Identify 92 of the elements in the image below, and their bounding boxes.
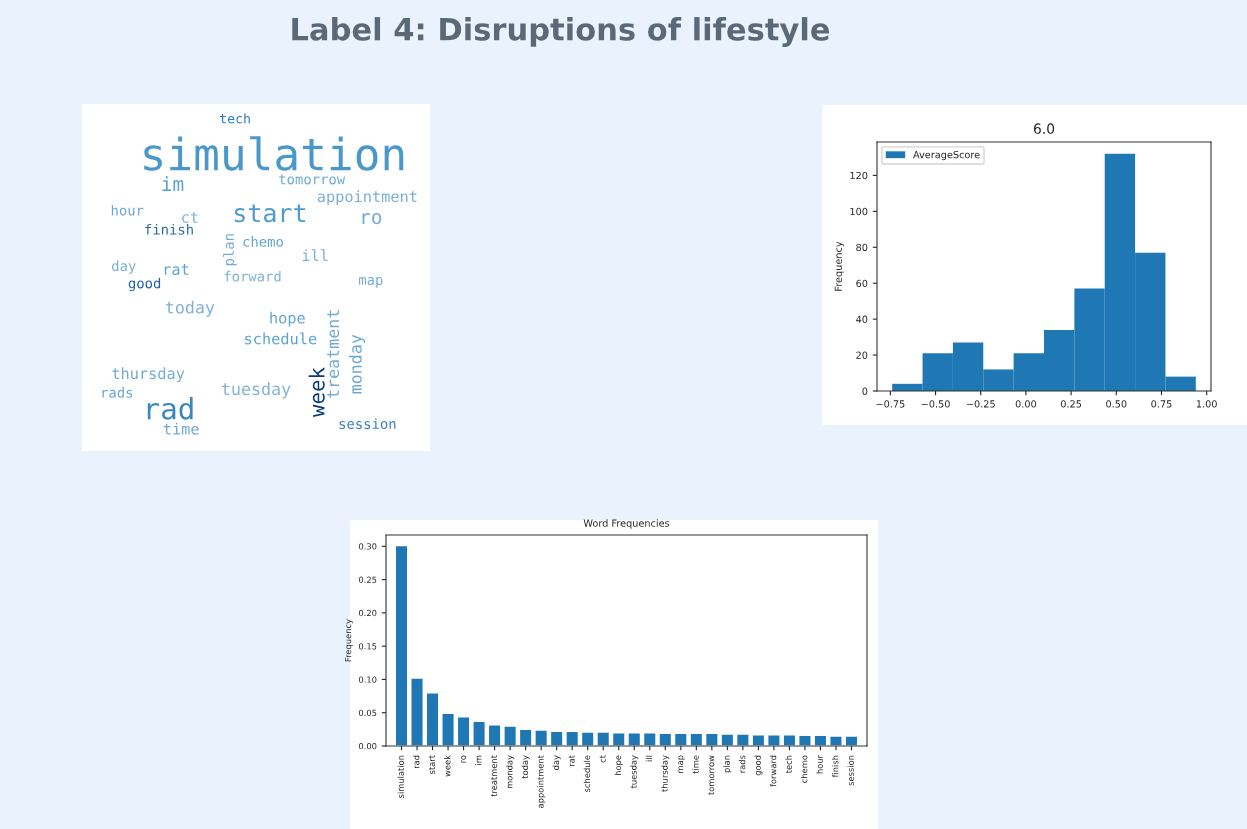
x-tick-label: hour <box>816 755 823 774</box>
x-tick-label: rat <box>568 755 575 767</box>
text: tomorrow <box>279 174 346 185</box>
y-tick-label: 0.10 <box>358 676 377 683</box>
x-tick-label: map <box>678 755 685 773</box>
x-tick-label: ro <box>461 755 466 763</box>
y-tick-label: 20 <box>856 351 868 359</box>
text: start <box>234 204 306 223</box>
x-tick-label: monday <box>506 755 515 789</box>
bar <box>394 544 409 746</box>
x-tick-label: tomorrow <box>708 755 715 795</box>
x-tick-label: good <box>754 755 763 776</box>
x-tick-label: ill <box>645 755 653 762</box>
x-tick-label: thursday <box>661 755 670 792</box>
x-tick-label: −0.50 <box>921 400 950 408</box>
bar <box>829 735 843 746</box>
bar <box>410 677 424 746</box>
text: hope <box>270 311 305 327</box>
x-tick-label: tech <box>785 755 792 774</box>
x-tick-label: appointment <box>537 755 546 808</box>
x-tick-label: −0.25 <box>966 400 995 408</box>
text: time <box>163 422 199 435</box>
x-tick-label: −0.75 <box>876 400 905 408</box>
text: ro <box>362 213 382 225</box>
x-tick-label: hope <box>614 755 623 776</box>
x-tick-label: 0.25 <box>1060 400 1082 408</box>
text: rads <box>102 387 133 398</box>
text: plan <box>223 234 237 266</box>
x-tick-label: schedule <box>583 755 591 792</box>
y-tick-label: 0.05 <box>358 709 377 716</box>
bar <box>456 716 471 746</box>
bar <box>425 692 440 746</box>
bar <box>767 733 781 746</box>
chart-title: 6.0 <box>1033 123 1055 134</box>
y-tick-label: 120 <box>850 171 868 180</box>
text: map <box>359 277 383 288</box>
text: session <box>339 418 396 430</box>
y-tick-label: 0.00 <box>358 742 377 750</box>
text: tech <box>220 113 250 124</box>
chart-title: Word Frequencies <box>583 519 670 529</box>
text: Label 4: Disruptions of lifestyle <box>292 17 830 47</box>
x-tick-label: chemo <box>800 755 808 783</box>
y-tick-label: 0.25 <box>358 576 377 583</box>
x-tick-label: 0.50 <box>1106 400 1127 408</box>
y-tick-label: 100 <box>850 207 868 216</box>
text: ct <box>182 212 198 223</box>
x-tick-label: start <box>429 755 435 774</box>
x-tick-label: 1.00 <box>1196 400 1217 408</box>
text: hour <box>111 204 144 216</box>
y-tick-label: 80 <box>856 243 868 252</box>
x-tick-label: finish <box>831 755 839 778</box>
legend-label: AverageScore <box>913 150 980 161</box>
text: day <box>112 260 136 274</box>
text: appointment <box>317 190 417 206</box>
text: finish <box>145 223 193 235</box>
text: schedule <box>245 332 317 345</box>
text: simulation <box>144 136 404 171</box>
text: rat <box>164 264 189 276</box>
x-tick-label: rads <box>738 755 746 773</box>
bar <box>441 712 455 746</box>
text: today <box>165 300 215 317</box>
y-tick-label: 0.20 <box>358 609 377 617</box>
x-tick-label: im <box>475 755 482 765</box>
bar <box>472 720 486 746</box>
y-tick-label: 0 <box>862 387 868 395</box>
bar <box>798 734 812 746</box>
x-tick-label: rad <box>413 755 420 769</box>
x-tick-label: session <box>847 755 854 786</box>
y-tick-label: 0.15 <box>358 643 377 650</box>
y-tick-label: 0.30 <box>358 543 377 550</box>
x-tick-label: week <box>444 755 451 777</box>
x-tick-label: 0.75 <box>1151 400 1172 408</box>
x-tick-label: day <box>552 755 561 770</box>
text: thursday <box>112 367 185 383</box>
y-axis-title: Frequency <box>834 241 844 291</box>
x-tick-label: ct <box>599 755 606 763</box>
y-axis-title: Frequency <box>345 619 353 662</box>
x-tick-label: forward <box>769 755 777 787</box>
x-tick-label: treatment <box>491 755 498 797</box>
x-tick-label: simulation <box>397 755 404 799</box>
y-tick-label: 40 <box>856 315 868 323</box>
x-tick-label: today <box>521 755 530 779</box>
x-tick-label: plan <box>723 755 732 773</box>
text: good <box>128 277 161 292</box>
text: chemo <box>243 236 283 247</box>
text: forward <box>224 270 281 282</box>
x-tick-label: tuesday <box>630 755 639 789</box>
text: ill <box>302 249 328 261</box>
text: im <box>162 176 184 191</box>
x-tick-label: 0.00 <box>1015 400 1037 408</box>
y-tick-label: 60 <box>856 279 868 288</box>
x-tick-label: time <box>692 755 699 774</box>
